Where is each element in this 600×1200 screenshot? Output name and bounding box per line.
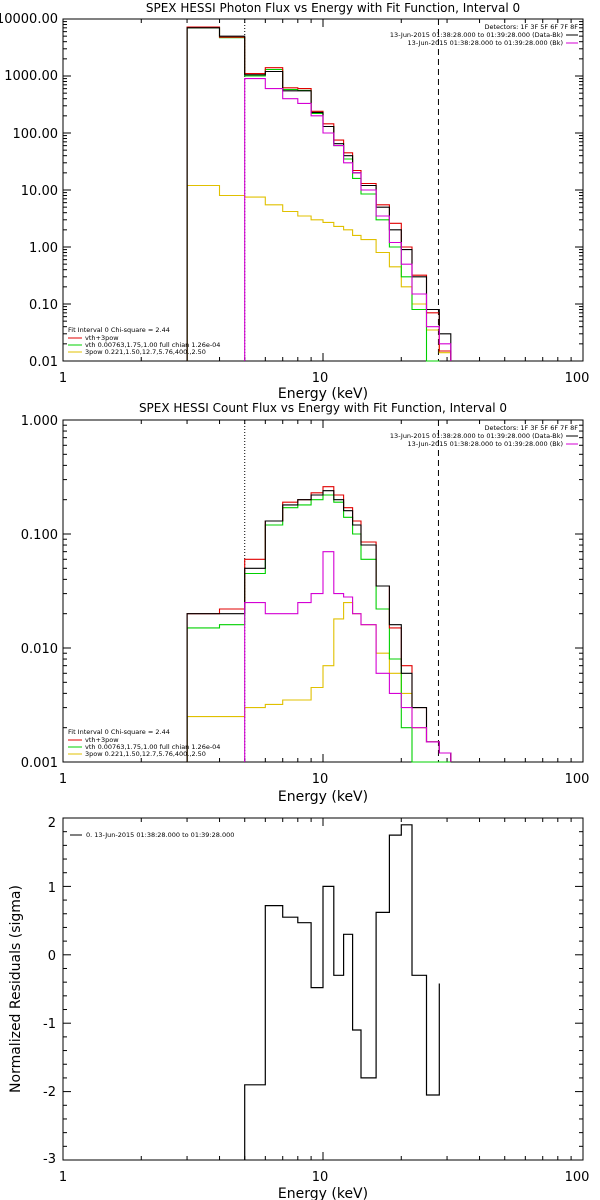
photon-flux-series-total (186, 26, 452, 361)
residuals-frame (62, 817, 584, 1161)
residuals-series (244, 824, 440, 1160)
residuals-ytick-1: 1 (48, 881, 56, 896)
count-flux-xlabel: Energy (keV) (278, 789, 368, 805)
count-flux-series-data (186, 490, 452, 762)
residuals-xtick-10: 10 (312, 1170, 329, 1185)
photon-flux-legend-bpow: 3pow 0.221,1.50,12.7,5.76,400.,2.50 (85, 348, 206, 356)
photon-flux-legend-databk: 13-Jun-2015 01:38:28.000 to 01:39:28.000… (390, 31, 563, 39)
photon-flux-legend-bk: 13-Jun-2015 01:38:28.000 to 01:39:28.000… (408, 39, 563, 47)
count-flux-legend-bpow: 3pow 0.221,1.50,12.7,5.76,400.,2.50 (85, 750, 206, 758)
photon-flux-xtick-100: 100 (565, 371, 590, 386)
residuals-ytick-minus2: -2 (43, 1085, 56, 1100)
count-flux-legend-bk: 13-Jun-2015 01:38:28.000 to 01:39:28.000… (408, 440, 563, 448)
photon-flux-ytick-10: 10.00 (21, 184, 58, 199)
photon-flux-panel: SPEX HESSI Photon Flux vs Energy with Fi… (0, 1, 589, 402)
count-flux-series-vth (186, 494, 451, 763)
photon-flux-frame (62, 18, 584, 362)
count-flux-legend-fit: Fit Interval 0 Chi-square = 2.44 (68, 728, 170, 736)
photon-flux-xtick-10: 10 (312, 371, 329, 386)
count-flux-series-bk (244, 551, 452, 762)
photon-flux-series-bk (244, 78, 452, 361)
residuals-ytick-0: 0 (48, 949, 56, 964)
photon-flux-ytick-1000: 1000.00 (4, 69, 58, 84)
count-flux-legend-databk: 13-Jun-2015 01:38:28.000 to 01:39:28.000… (390, 432, 563, 440)
count-flux-legend-total: vth+3pow (85, 736, 119, 744)
residuals-ytick-2: 2 (48, 816, 56, 831)
photon-flux-ytick-100: 100.00 (13, 127, 59, 142)
count-flux-legend-vth: vth 0.00763,1.75,1.00 full chian 1.26e-0… (85, 743, 220, 751)
photon-flux-ytick-0.01: 0.01 (29, 355, 58, 370)
photon-flux-series-vth (186, 27, 440, 362)
photon-flux-xlabel: Energy (keV) (278, 386, 368, 402)
photon-flux-legend-vth: vth 0.00763,1.75,1.00 full chian 1.26e-0… (85, 341, 220, 349)
count-flux-panel: SPEX HESSI Count Flux vs Energy with Fit… (21, 401, 590, 805)
count-flux-xtick-10: 10 (312, 772, 329, 787)
count-flux-ytick-0.1: 0.100 (21, 528, 58, 543)
residuals-ytick-minus3: -3 (43, 1152, 56, 1167)
photon-flux-ytick-0.1: 0.10 (29, 298, 58, 313)
count-flux-ytick-0.001: 0.001 (21, 756, 58, 771)
count-flux-ytick-1: 1.000 (21, 414, 58, 429)
count-flux-xtick-100: 100 (565, 772, 590, 787)
residuals-legend: 0. 13-Jun-2015 01:38:28.000 to 01:39:28.… (86, 831, 234, 839)
residuals-xlabel: Energy (keV) (278, 1186, 368, 1200)
photon-flux-ytick-10000: 10000.00 (0, 12, 58, 27)
photon-flux-ytick-1: 1.00 (29, 241, 58, 256)
residuals-panel: Energy (keV) Normalized Residuals (sigma… (8, 816, 589, 1200)
residuals-ylabel: Normalized Residuals (sigma) (8, 885, 24, 1093)
photon-flux-legend-detectors: Detectors: 1F 3F 5F 6F 7F 8F (484, 23, 578, 31)
photon-flux-series-data (186, 27, 452, 361)
residuals-xtick-100: 100 (565, 1170, 590, 1185)
photon-flux-series-bpow (186, 184, 452, 361)
residuals-ytick-minus1: -1 (43, 1017, 56, 1032)
count-flux-series-bpow (186, 602, 452, 762)
count-flux-xtick-1: 1 (59, 772, 67, 787)
count-flux-ytick-0.01: 0.010 (21, 642, 58, 657)
count-flux-title: SPEX HESSI Count Flux vs Energy with Fit… (139, 401, 507, 415)
residuals-xtick-1: 1 (59, 1170, 67, 1185)
count-flux-legend-detectors: Detectors: 1F 3F 5F 6F 7F 8F (484, 424, 578, 432)
photon-flux-legend-fit: Fit Interval 0 Chi-square = 2.44 (68, 326, 170, 334)
photon-flux-title: SPEX HESSI Photon Flux vs Energy with Fi… (146, 1, 520, 15)
photon-flux-legend-total: vth+3pow (85, 334, 119, 342)
photon-flux-xtick-1: 1 (59, 371, 67, 386)
